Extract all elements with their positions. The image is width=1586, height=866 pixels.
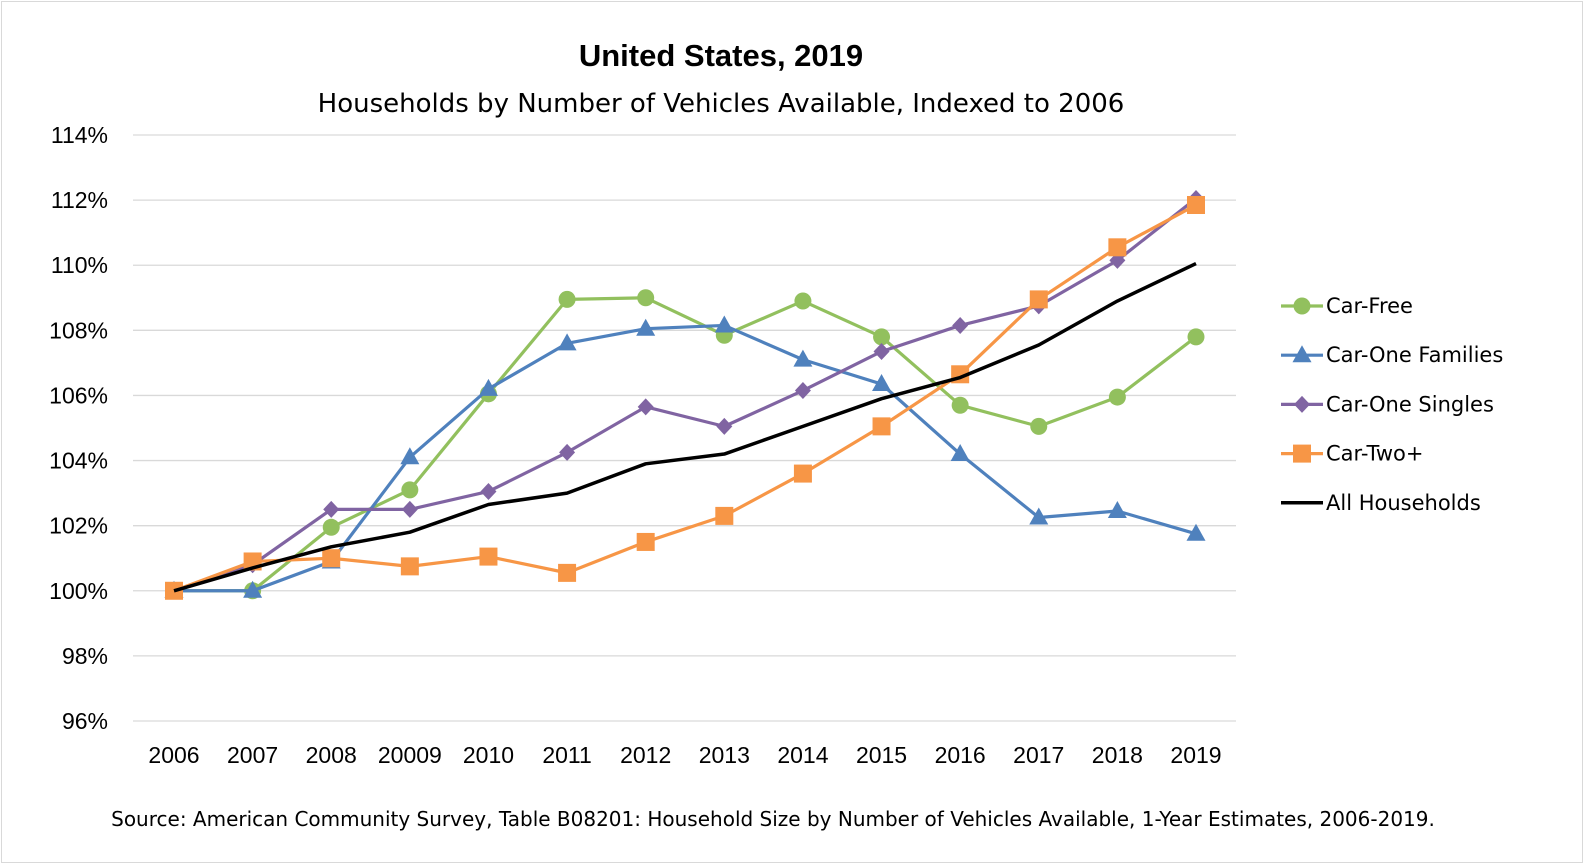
data-point-car-free <box>637 289 655 307</box>
y-tick-label: 102% <box>49 513 108 539</box>
source-note: Source: American Community Survey, Table… <box>111 807 1435 831</box>
y-tick-label: 96% <box>62 708 108 734</box>
x-tick-label: 2016 <box>935 742 986 768</box>
x-tick-label: 2013 <box>699 742 750 768</box>
data-point-car-two <box>479 547 498 566</box>
data-point-car-one-singles <box>480 482 497 500</box>
data-point-car-one-families <box>1029 507 1049 525</box>
data-point-car-free <box>322 518 340 536</box>
y-tick-label: 112% <box>51 187 108 213</box>
y-tick-label: 106% <box>49 382 108 408</box>
data-point-car-two <box>1187 195 1205 214</box>
data-point-car-free <box>1187 328 1205 346</box>
series-car-one-singles <box>166 189 1204 600</box>
data-point-car-one-families <box>793 349 813 367</box>
data-point-car-two <box>558 563 577 582</box>
data-point-car-two <box>872 417 891 436</box>
data-point-car-free <box>1108 388 1126 406</box>
x-tick-label: 2015 <box>856 742 907 768</box>
data-point-car-two <box>1029 290 1048 309</box>
series-car-two <box>165 195 1205 600</box>
data-point-car-free <box>794 292 812 310</box>
series-line-car-two <box>173 203 1197 593</box>
y-tick-label: 108% <box>49 317 108 343</box>
x-tick-label: 2018 <box>1092 742 1143 768</box>
x-tick-label: 2017 <box>1013 742 1064 768</box>
plot-area <box>164 189 1206 600</box>
y-tick-label: 114% <box>51 122 108 148</box>
series-line-all-households <box>173 262 1197 593</box>
chart-subtitle: Households by Number of Vehicles Availab… <box>318 89 1125 119</box>
x-tick-label: 2019 <box>1170 742 1221 768</box>
x-tick-label: 2014 <box>777 742 828 768</box>
y-tick-label: 104% <box>49 448 108 474</box>
data-point-car-one-families <box>243 580 263 598</box>
legend: Car-Free Car-One Families Car-One Singles C… <box>1281 294 1503 515</box>
y-tick-label: 100% <box>49 578 108 604</box>
x-tick-label: 20009 <box>378 742 442 768</box>
series-all-households <box>173 262 1197 593</box>
data-point-car-one-singles <box>401 500 418 518</box>
data-point-car-one-families <box>400 447 420 465</box>
data-point-car-two <box>636 532 655 551</box>
data-point-car-one-families <box>636 318 656 336</box>
legend-label: Car-Two+ <box>1326 442 1423 466</box>
x-tick-label: 2011 <box>542 742 591 768</box>
data-point-car-one-singles <box>323 500 340 518</box>
data-point-car-free <box>1030 417 1048 435</box>
legend-item-car-one-families: Car-One Families <box>1281 343 1503 367</box>
data-point-car-one-families <box>1107 501 1127 519</box>
x-tick-label: 2012 <box>620 742 671 768</box>
gridlines <box>133 134 1236 722</box>
data-point-car-one-families <box>872 374 892 392</box>
series-car-one-families <box>164 315 1206 598</box>
data-point-car-two <box>793 464 812 483</box>
y-axis-labels: 96% 98% 100% 102% 104% 106% 108% 110% 112% 114% <box>49 122 108 734</box>
data-point-car-two <box>715 506 734 525</box>
legend-item-all-households: All Households <box>1281 491 1481 515</box>
y-tick-label: 98% <box>62 643 108 669</box>
x-tick-label: 2008 <box>306 742 357 768</box>
data-point-car-two <box>322 549 341 568</box>
x-tick-label: 2006 <box>148 742 199 768</box>
data-point-car-one-singles <box>637 398 654 416</box>
data-point-car-one-singles <box>794 382 811 400</box>
legend-swatch-marker <box>1293 297 1311 315</box>
legend-label: Car-Free <box>1326 294 1413 318</box>
data-point-car-one-singles <box>952 316 969 334</box>
data-point-car-one-families <box>714 315 734 333</box>
data-point-car-free <box>951 396 969 414</box>
series-line-car-one-singles <box>173 197 1197 593</box>
series-line-car-free <box>174 296 1197 593</box>
legend-label: All Households <box>1326 491 1481 515</box>
data-point-car-one-families <box>478 378 498 396</box>
legend-item-car-one-singles: Car-One Singles <box>1281 392 1494 416</box>
data-point-car-one-families <box>557 333 577 351</box>
data-point-car-one-singles <box>716 417 733 435</box>
data-point-car-one-singles <box>559 443 576 461</box>
legend-swatch-marker <box>1293 444 1311 463</box>
legend-swatch-marker <box>1292 345 1312 363</box>
legend-label: Car-One Families <box>1326 343 1503 367</box>
legend-label: Car-One Singles <box>1326 392 1494 416</box>
legend-item-car-free: Car-Free <box>1281 294 1413 318</box>
data-point-car-two <box>1108 238 1127 257</box>
data-point-car-one-families <box>1186 523 1206 541</box>
data-point-car-two <box>400 557 419 576</box>
chart-title: United States, 2019 <box>579 38 863 73</box>
legend-swatch-marker <box>1294 395 1310 413</box>
data-point-car-free <box>401 481 419 499</box>
x-tick-label: 2007 <box>227 742 278 768</box>
y-tick-label: 110% <box>51 252 108 278</box>
data-point-car-one-families <box>950 444 970 462</box>
x-tick-label: 2010 <box>463 742 514 768</box>
data-point-car-one-singles <box>873 342 890 360</box>
series-car-free <box>165 289 1205 600</box>
data-point-car-free <box>558 290 576 308</box>
legend-item-car-two: Car-Two+ <box>1281 442 1423 466</box>
x-axis-labels: 2006 2007 2008 20009 2010 2011 2012 2013 2014 201… <box>148 742 1221 768</box>
data-point-car-free <box>873 328 891 346</box>
